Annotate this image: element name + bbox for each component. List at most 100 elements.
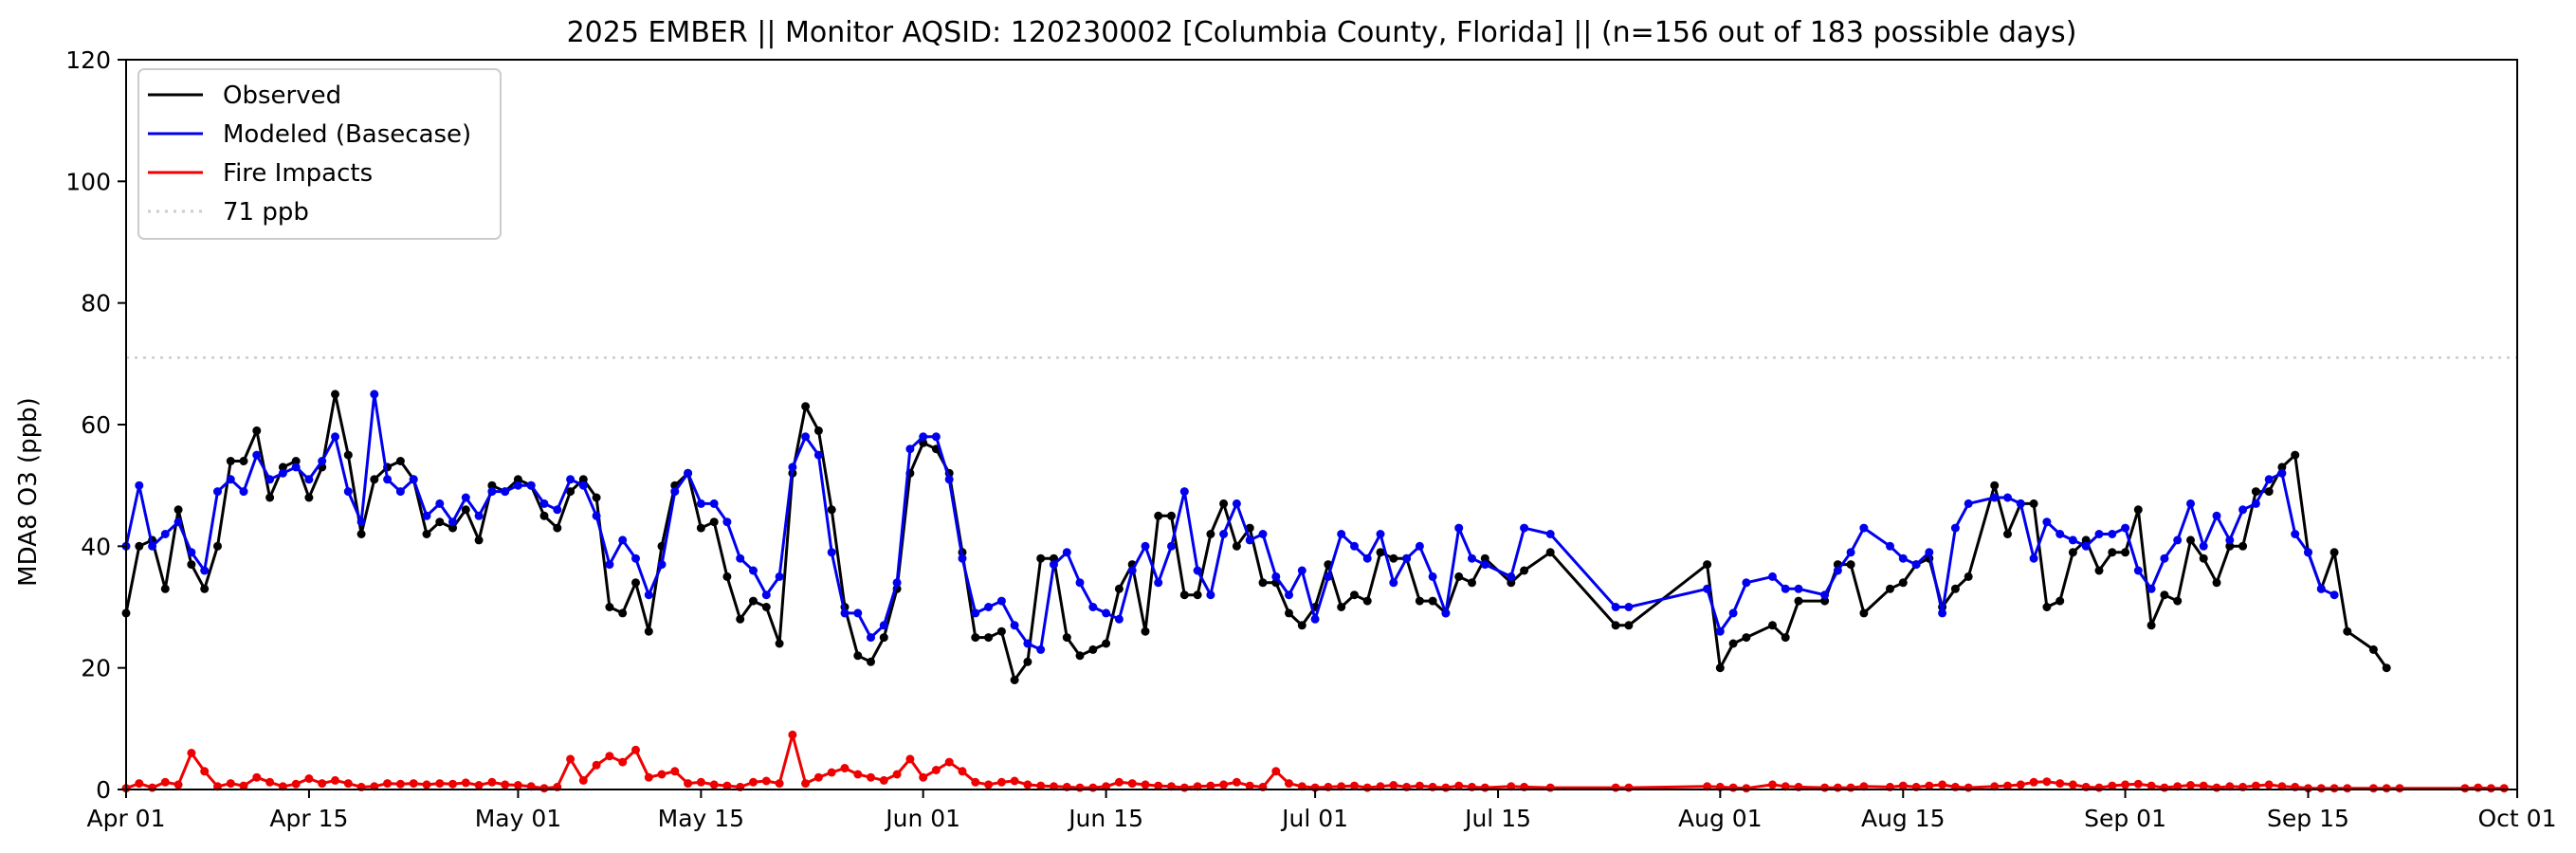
data-point — [1846, 560, 1855, 570]
data-point — [474, 511, 484, 520]
data-point — [187, 548, 196, 557]
data-point — [618, 757, 628, 767]
data-point — [853, 608, 863, 618]
data-point — [2395, 784, 2404, 793]
data-point — [2186, 499, 2195, 508]
chart-title: 2025 EMBER || Monitor AQSID: 120230002 [… — [567, 16, 2077, 49]
data-point — [1520, 523, 1529, 533]
data-point — [1624, 621, 1634, 630]
data-point — [343, 450, 353, 460]
data-point — [1219, 780, 1229, 789]
data-point — [1271, 767, 1281, 776]
data-point — [331, 775, 339, 785]
data-point — [448, 517, 457, 527]
legend-box — [137, 68, 502, 240]
x-tick-label: Apr 15 — [269, 805, 348, 832]
data-point — [2147, 621, 2156, 630]
x-tick-label: Apr 01 — [86, 805, 165, 832]
data-point — [1154, 511, 1163, 520]
data-point — [853, 770, 863, 779]
data-point — [2277, 463, 2287, 472]
data-point — [1454, 781, 1464, 790]
data-point — [448, 523, 457, 533]
data-point — [1990, 493, 2000, 502]
data-point — [605, 560, 614, 570]
data-point — [1428, 572, 1437, 581]
data-point — [343, 487, 353, 497]
data-point — [944, 757, 954, 767]
data-point — [1337, 530, 1346, 538]
data-point — [684, 468, 693, 478]
data-point — [187, 749, 196, 757]
data-point — [435, 517, 445, 527]
data-point — [553, 505, 562, 515]
x-tick-label: Jul 15 — [1463, 805, 1531, 832]
data-point — [1167, 541, 1176, 551]
data-point — [853, 651, 863, 661]
data-point — [213, 541, 222, 551]
data-point — [1859, 523, 1869, 533]
data-point — [383, 779, 393, 789]
data-point — [618, 535, 628, 545]
data-point — [1062, 633, 1071, 643]
data-point — [2121, 548, 2130, 557]
legend-label: Observed — [223, 82, 341, 110]
data-point — [1624, 783, 1634, 792]
legend-label: 71 ppb — [223, 198, 309, 227]
data-point — [1285, 590, 1293, 600]
data-point — [135, 481, 144, 490]
data-point — [1036, 554, 1046, 563]
data-point — [2016, 780, 2025, 789]
data-point — [879, 621, 888, 630]
data-point — [2121, 780, 2130, 789]
data-point — [2238, 505, 2248, 515]
data-point — [1350, 781, 1359, 790]
data-point — [1507, 572, 1516, 581]
data-point — [905, 445, 915, 454]
y-axis-label: MDA8 O3 (ppb) — [14, 397, 43, 587]
data-point — [2108, 781, 2117, 790]
data-point — [1820, 590, 1830, 600]
data-point — [2316, 784, 2326, 793]
series-1 — [121, 390, 2339, 654]
data-point — [474, 781, 484, 789]
data-point — [1050, 554, 1058, 563]
data-point — [1350, 541, 1359, 551]
data-point — [696, 523, 705, 533]
data-point — [1911, 560, 1921, 570]
data-point — [1703, 584, 1712, 593]
legend: Observed Modeled (Basecase) Fire Impacts 71… — [137, 68, 502, 240]
data-point — [1480, 554, 1489, 563]
data-point — [2003, 781, 2012, 790]
data-point — [1206, 530, 1215, 538]
data-point — [1441, 608, 1451, 618]
data-point — [1402, 554, 1412, 563]
data-point — [1114, 777, 1124, 787]
data-point — [1114, 584, 1124, 593]
data-point — [2238, 541, 2248, 551]
data-point — [1742, 633, 1751, 643]
data-point — [761, 603, 771, 611]
data-point — [971, 633, 980, 643]
data-point — [1742, 578, 1751, 588]
data-point — [1154, 578, 1163, 588]
data-point — [1715, 663, 1725, 673]
data-point — [2094, 783, 2104, 792]
data-point — [1545, 530, 1555, 538]
data-point — [2160, 590, 2169, 600]
data-point — [1245, 781, 1254, 790]
data-point — [2304, 548, 2312, 557]
data-point — [2108, 530, 2117, 538]
data-point — [160, 584, 170, 593]
data-point — [213, 487, 222, 497]
data-point — [958, 554, 967, 563]
data-point — [2291, 530, 2300, 538]
data-point — [2368, 784, 2378, 793]
data-point — [1545, 548, 1555, 557]
data-point — [1010, 776, 1019, 786]
data-point — [2029, 777, 2038, 787]
data-point — [370, 390, 379, 399]
data-point — [827, 505, 836, 515]
data-point — [252, 772, 262, 782]
data-point — [1964, 783, 1973, 792]
